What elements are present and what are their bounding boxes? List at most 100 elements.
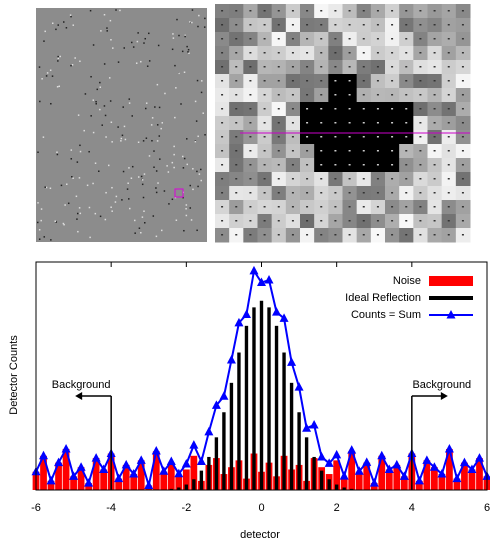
pixel-dot [391, 24, 393, 26]
noise-speck [50, 70, 52, 72]
marker [415, 476, 424, 485]
marker [144, 480, 153, 489]
noise-speck [93, 99, 95, 101]
pixel-dot [434, 66, 436, 68]
noise-speck [192, 168, 194, 170]
noise-speck [108, 165, 110, 167]
pixel-dot [278, 206, 280, 208]
noise-speck [168, 203, 170, 205]
pixel-dot [405, 220, 407, 222]
noise-speck [123, 47, 125, 49]
pixel-dot [462, 178, 464, 180]
pixel-dot [377, 220, 379, 222]
pixel-dot [405, 108, 407, 110]
pixel-dot [278, 10, 280, 12]
pixel-dot [448, 192, 450, 194]
noise-speck [57, 24, 59, 26]
noise-speck [50, 103, 52, 105]
noise-speck [119, 10, 121, 12]
pixel-dot [320, 150, 322, 152]
marker [152, 446, 161, 455]
noise-speck [204, 26, 206, 28]
pixel-dot [221, 178, 223, 180]
pixel-dot [249, 52, 251, 54]
pixel-dot [377, 192, 379, 194]
pixel-dot [320, 192, 322, 194]
noise-speck [110, 206, 112, 208]
noise-speck [77, 231, 79, 233]
noise-speck [64, 204, 66, 206]
noise-speck [59, 86, 61, 88]
noise-speck [105, 219, 107, 221]
noise-speck [195, 141, 197, 143]
pixel-dot [349, 192, 351, 194]
pixel-dot [221, 164, 223, 166]
pixel-dot [405, 66, 407, 68]
pixel-dot [249, 94, 251, 96]
pixel-dot [221, 234, 223, 236]
noise-speck [76, 218, 78, 220]
pixel-dot [221, 80, 223, 82]
noise-speck [129, 102, 131, 104]
pixel-dot [235, 206, 237, 208]
noise-speck [43, 136, 45, 138]
pixel-dot [434, 164, 436, 166]
noise-speck [44, 186, 46, 188]
noise-speck [176, 19, 178, 21]
pixel-dot [349, 234, 351, 236]
pixel-dot [349, 220, 351, 222]
noise-speck [57, 60, 59, 62]
pixel-dot [221, 192, 223, 194]
pixel-dot [306, 66, 308, 68]
pixel-dot [363, 220, 365, 222]
pixel-dot [462, 234, 464, 236]
pixel-dot [278, 150, 280, 152]
pixel-dot [278, 122, 280, 124]
noise-speck [173, 167, 175, 169]
pixel-dot [278, 192, 280, 194]
pixel-dot [264, 234, 266, 236]
bar [237, 353, 240, 490]
pixel-dot [462, 150, 464, 152]
pixel-dot [306, 122, 308, 124]
noise-speck [200, 180, 202, 182]
pixel-dot [249, 234, 251, 236]
pixel-dot [221, 66, 223, 68]
noise-speck [143, 42, 145, 44]
pixel-dot [434, 24, 436, 26]
noise-speck [196, 120, 198, 122]
pixel-dot [264, 38, 266, 40]
pixel-dot [363, 108, 365, 110]
noise-speck [73, 24, 75, 26]
pixel-dot [434, 38, 436, 40]
noise-speck [133, 46, 135, 48]
noise-speck [52, 75, 54, 77]
pixel-dot [363, 10, 365, 12]
pixel-dot [264, 150, 266, 152]
pixel-dot [419, 24, 421, 26]
pixel-dot [377, 234, 379, 236]
noise-speck [121, 199, 123, 201]
noise-speck [79, 207, 81, 209]
bar [290, 383, 293, 490]
noise-speck [134, 220, 136, 222]
pixel-dot [363, 122, 365, 124]
pixel-dot [349, 10, 351, 12]
pixel-dot [349, 80, 351, 82]
noise-speck [156, 236, 158, 238]
pixel-dot [334, 24, 336, 26]
pixel-dot [221, 220, 223, 222]
x-axis-label: detector [240, 529, 280, 541]
pixel-dot [292, 234, 294, 236]
noise-speck [100, 216, 102, 218]
pixel-dot [306, 234, 308, 236]
detector-images [36, 4, 471, 243]
pixel-dot [391, 178, 393, 180]
pixel-dot [391, 94, 393, 96]
noise-speck [54, 220, 56, 222]
noise-speck [182, 51, 184, 53]
x-tick-label: -6 [31, 502, 41, 514]
noise-speck [41, 208, 43, 210]
marker [219, 391, 228, 400]
pixel-dot [249, 108, 251, 110]
